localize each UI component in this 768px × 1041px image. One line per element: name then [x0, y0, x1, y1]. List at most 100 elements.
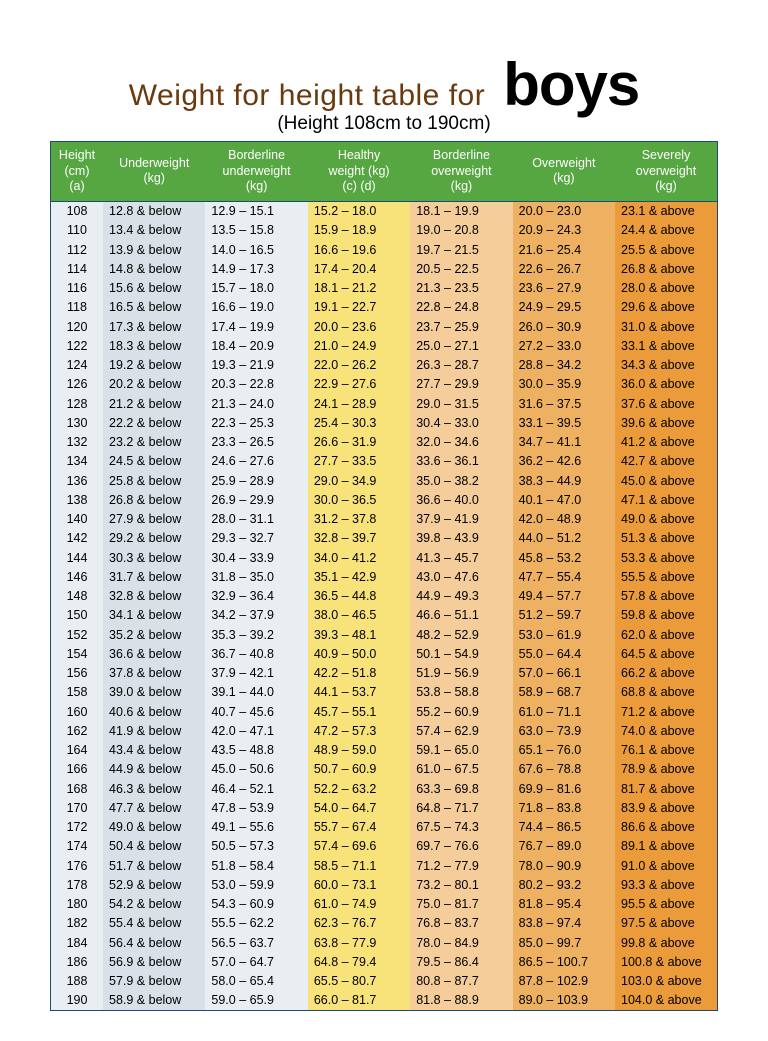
table-row: 18054.2 & below54.3 – 60.961.0 – 74.975.… — [51, 895, 718, 914]
cell: 180 — [51, 895, 104, 914]
cell: 156 — [51, 664, 104, 683]
table-row: 11816.5 & below16.6 – 19.019.1 – 22.722.… — [51, 298, 718, 317]
cell: 57.4 – 62.9 — [410, 722, 512, 741]
cell: 25.8 & below — [103, 471, 205, 490]
cell: 46.6 – 51.1 — [410, 606, 512, 625]
table-body: 10812.8 & below12.9 – 15.115.2 – 18.018.… — [51, 201, 718, 1011]
cell: 49.0 & above — [615, 510, 717, 529]
cell: 47.7 & below — [103, 799, 205, 818]
cell: 40.1 – 47.0 — [513, 491, 615, 510]
cell: 32.0 – 34.6 — [410, 433, 512, 452]
cell: 21.2 & below — [103, 394, 205, 413]
table-row: 15839.0 & below39.1 – 44.044.1 – 53.753.… — [51, 683, 718, 702]
cell: 136 — [51, 471, 104, 490]
cell: 74.4 – 86.5 — [513, 818, 615, 837]
cell: 12.8 & below — [103, 201, 205, 221]
cell: 81.8 – 95.4 — [513, 895, 615, 914]
cell: 16.6 – 19.0 — [205, 298, 307, 317]
cell: 58.5 – 71.1 — [308, 856, 410, 875]
cell: 34.0 – 41.2 — [308, 548, 410, 567]
cell: 87.8 – 102.9 — [513, 972, 615, 991]
cell: 34.3 & above — [615, 356, 717, 375]
cell: 76.8 – 83.7 — [410, 914, 512, 933]
cell: 38.3 – 44.9 — [513, 471, 615, 490]
cell: 17.4 – 20.4 — [308, 260, 410, 279]
cell: 47.2 – 57.3 — [308, 722, 410, 741]
cell: 19.3 – 21.9 — [205, 356, 307, 375]
cell: 44.1 – 53.7 — [308, 683, 410, 702]
cell: 30.3 & below — [103, 548, 205, 567]
cell: 116 — [51, 279, 104, 298]
cell: 20.2 & below — [103, 375, 205, 394]
cell: 67.6 – 78.8 — [513, 760, 615, 779]
cell: 54.0 – 64.7 — [308, 799, 410, 818]
table-row: 16846.3 & below46.4 – 52.152.2 – 63.263.… — [51, 779, 718, 798]
cell: 46.3 & below — [103, 779, 205, 798]
cell: 128 — [51, 394, 104, 413]
cell: 40.6 & below — [103, 702, 205, 721]
col-header-3: Healthyweight (kg)(c) (d) — [308, 142, 410, 202]
title-emphasis: boys — [503, 50, 639, 119]
cell: 55.4 & below — [103, 914, 205, 933]
cell: 71.8 – 83.8 — [513, 799, 615, 818]
cell: 150 — [51, 606, 104, 625]
table-row: 12017.3 & below17.4 – 19.920.0 – 23.623.… — [51, 317, 718, 336]
cell: 39.0 & below — [103, 683, 205, 702]
cell: 57.0 – 66.1 — [513, 664, 615, 683]
cell: 27.7 – 29.9 — [410, 375, 512, 394]
cell: 69.7 – 76.6 — [410, 837, 512, 856]
cell: 162 — [51, 722, 104, 741]
table-row: 18656.9 & below57.0 – 64.764.8 – 79.479.… — [51, 953, 718, 972]
cell: 22.8 – 24.8 — [410, 298, 512, 317]
cell: 37.8 & below — [103, 664, 205, 683]
cell: 71.2 – 77.9 — [410, 856, 512, 875]
cell: 172 — [51, 818, 104, 837]
cell: 176 — [51, 856, 104, 875]
cell: 25.5 & above — [615, 240, 717, 259]
cell: 45.0 & above — [615, 471, 717, 490]
cell: 19.1 – 22.7 — [308, 298, 410, 317]
cell: 55.0 – 64.4 — [513, 645, 615, 664]
cell: 36.7 – 40.8 — [205, 645, 307, 664]
table-row: 16443.4 & below43.5 – 48.848.9 – 59.059.… — [51, 741, 718, 760]
cell: 60.0 – 73.1 — [308, 876, 410, 895]
cell: 47.7 – 55.4 — [513, 568, 615, 587]
cell: 39.8 – 43.9 — [410, 529, 512, 548]
cell: 75.0 – 81.7 — [410, 895, 512, 914]
cell: 49.4 – 57.7 — [513, 587, 615, 606]
cell: 15.6 & below — [103, 279, 205, 298]
cell: 14.0 – 16.5 — [205, 240, 307, 259]
cell: 15.2 – 18.0 — [308, 201, 410, 221]
cell: 99.8 & above — [615, 933, 717, 952]
cell: 26.8 & below — [103, 491, 205, 510]
cell: 26.6 – 31.9 — [308, 433, 410, 452]
cell: 26.9 – 29.9 — [205, 491, 307, 510]
cell: 120 — [51, 317, 104, 336]
cell: 37.9 – 41.9 — [410, 510, 512, 529]
cell: 68.8 & above — [615, 683, 717, 702]
table-row: 15637.8 & below37.9 – 42.142.2 – 51.851.… — [51, 664, 718, 683]
cell: 69.9 – 81.6 — [513, 779, 615, 798]
cell: 27.2 – 33.0 — [513, 337, 615, 356]
cell: 35.1 – 42.9 — [308, 568, 410, 587]
cell: 26.0 – 30.9 — [513, 317, 615, 336]
cell: 43.0 – 47.6 — [410, 568, 512, 587]
table-row: 14027.9 & below28.0 – 31.131.2 – 37.837.… — [51, 510, 718, 529]
cell: 103.0 & above — [615, 972, 717, 991]
cell: 21.3 – 24.0 — [205, 394, 307, 413]
cell: 54.2 & below — [103, 895, 205, 914]
cell: 41.2 & above — [615, 433, 717, 452]
cell: 148 — [51, 587, 104, 606]
cell: 37.9 – 42.1 — [205, 664, 307, 683]
table-row: 16241.9 & below42.0 – 47.147.2 – 57.357.… — [51, 722, 718, 741]
cell: 40.9 – 50.0 — [308, 645, 410, 664]
cell: 45.0 – 50.6 — [205, 760, 307, 779]
cell: 61.0 – 67.5 — [410, 760, 512, 779]
cell: 47.1 & above — [615, 491, 717, 510]
cell: 26.8 & above — [615, 260, 717, 279]
cell: 170 — [51, 799, 104, 818]
cell: 97.5 & above — [615, 914, 717, 933]
cell: 57.9 & below — [103, 972, 205, 991]
cell: 65.1 – 76.0 — [513, 741, 615, 760]
cell: 19.7 – 21.5 — [410, 240, 512, 259]
